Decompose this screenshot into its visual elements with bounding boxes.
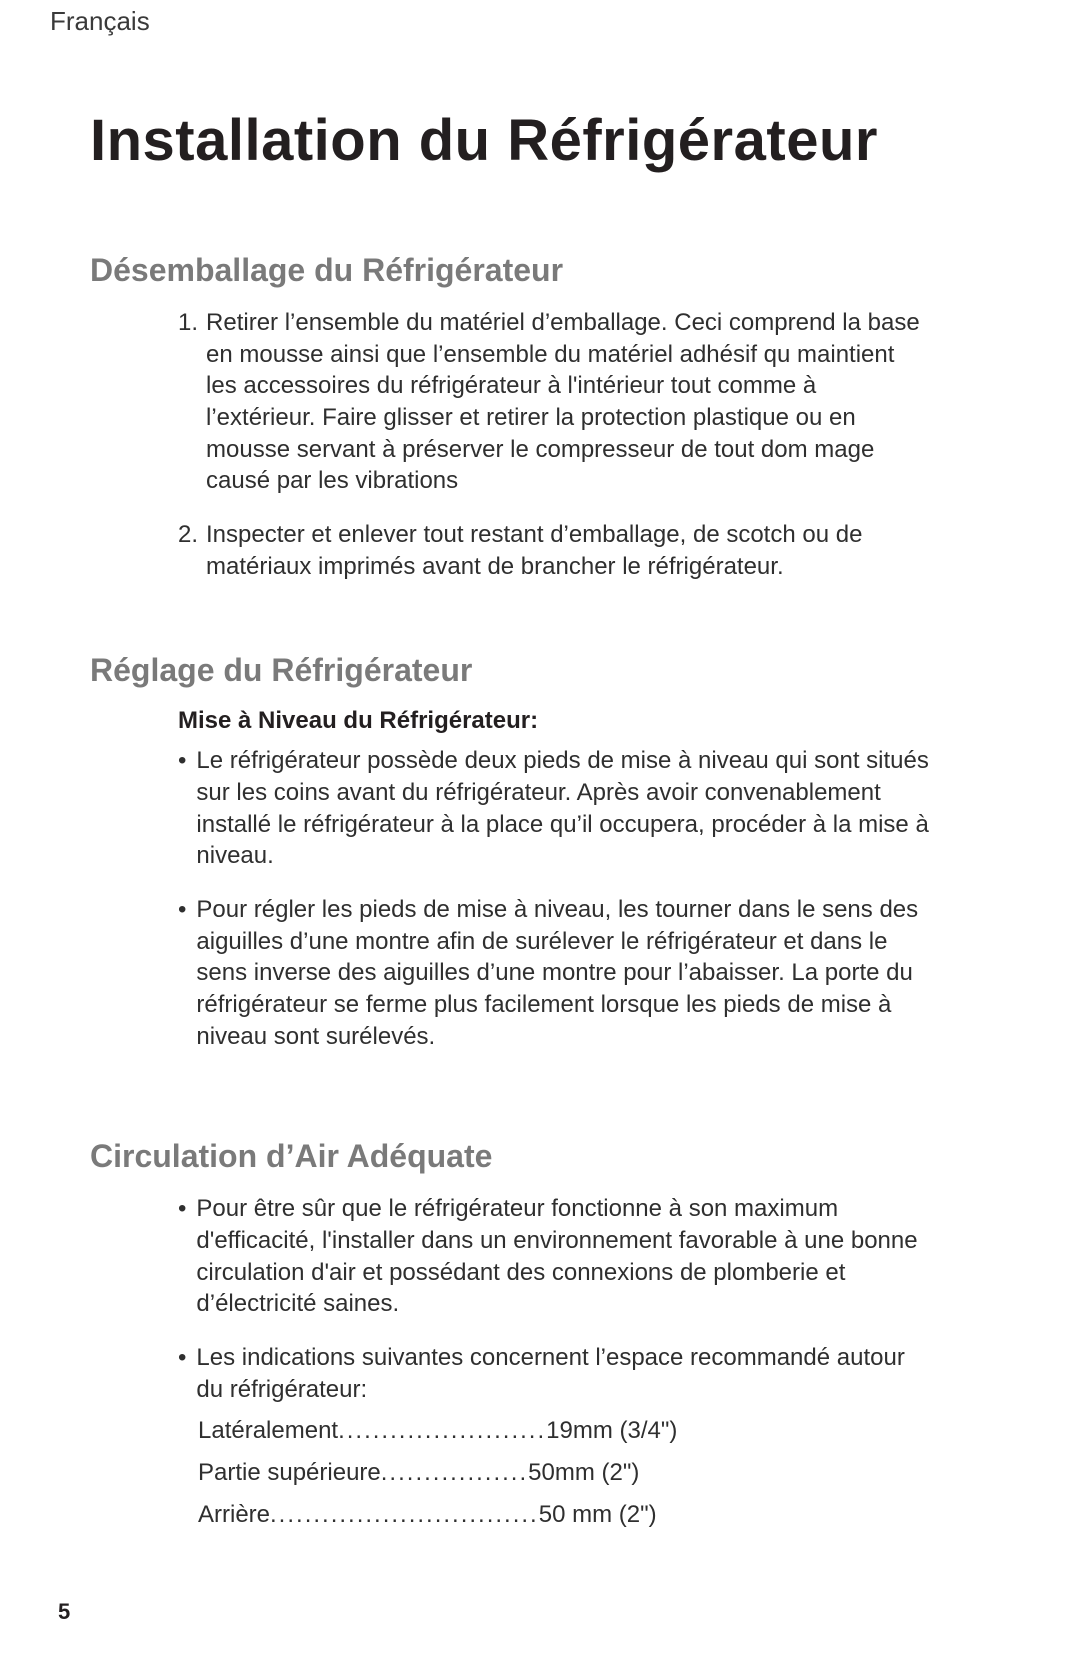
list-text: Pour être sûr que le réfrigérateur fonct…: [196, 1193, 935, 1320]
spacing-value: 50mm (2"): [528, 1459, 639, 1487]
spacing-value: 19mm (3/4"): [546, 1417, 677, 1445]
language-label: Français: [50, 0, 990, 37]
section-heading-airflow: Circulation d’Air Adéquate: [90, 1138, 990, 1175]
spacing-label: Partie supérieure: [198, 1459, 381, 1487]
list-item: • Pour être sûr que le réfrigérateur fon…: [178, 1193, 935, 1320]
list-text: Retirer l’ensemble du matériel d’emballa…: [206, 307, 930, 497]
ordered-list-unpacking: 1. Retirer l’ensemble du matériel d’emba…: [178, 307, 930, 582]
list-text: Les indications suivantes concernent l’e…: [196, 1342, 935, 1405]
list-number: 1.: [178, 307, 198, 497]
list-item: 1. Retirer l’ensemble du matériel d’emba…: [178, 307, 930, 497]
spacing-row-top: Partie supérieure ................. 50mm…: [198, 1459, 990, 1487]
spacing-label: Latéralement: [198, 1417, 338, 1445]
spacing-dots: .................: [381, 1459, 528, 1487]
section-heading-unpacking: Désemballage du Réfrigérateur: [90, 252, 990, 289]
bullet-icon: •: [178, 894, 186, 1052]
page-number: 5: [58, 1599, 70, 1625]
bullet-icon: •: [178, 1193, 186, 1320]
spacing-value: 50 mm (2"): [539, 1501, 657, 1529]
list-text: Le réfrigérateur possède deux pieds de m…: [196, 745, 935, 872]
bullet-list-airflow: • Pour être sûr que le réfrigérateur fon…: [178, 1193, 935, 1405]
list-item: • Pour régler les pieds de mise à niveau…: [178, 894, 935, 1052]
bullet-list-adjustment: • Le réfrigérateur possède deux pieds de…: [178, 745, 935, 1052]
list-text: Pour régler les pieds de mise à niveau, …: [196, 894, 935, 1052]
spacing-row-sides: Latéralement ........................ 19…: [198, 1417, 990, 1445]
page-title: Installation du Réfrigérateur: [90, 107, 990, 174]
list-item: • Les indications suivantes concernent l…: [178, 1342, 935, 1405]
bullet-icon: •: [178, 1342, 186, 1405]
list-item: 2. Inspecter et enlever tout restant d’e…: [178, 519, 930, 582]
section-heading-adjustment: Réglage du Réfrigérateur: [90, 652, 990, 689]
list-text: Inspecter et enlever tout restant d’emba…: [206, 519, 930, 582]
spacing-dots: ...............................: [270, 1501, 539, 1529]
bullet-icon: •: [178, 745, 186, 872]
spacing-label: Arrière: [198, 1501, 270, 1529]
spacing-dots: ........................: [338, 1417, 546, 1445]
document-page: Français Installation du Réfrigérateur D…: [0, 0, 1080, 1669]
subheading-leveling: Mise à Niveau du Réfrigérateur:: [178, 707, 990, 735]
list-number: 2.: [178, 519, 198, 582]
spacing-row-back: Arrière ............................... …: [198, 1501, 990, 1529]
list-item: • Le réfrigérateur possède deux pieds de…: [178, 745, 935, 872]
